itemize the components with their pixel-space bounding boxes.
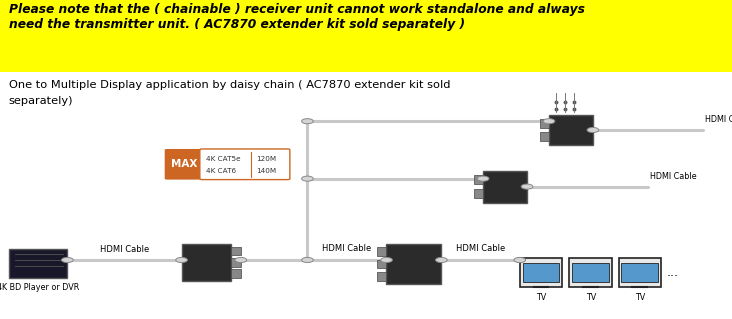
Circle shape bbox=[302, 119, 313, 124]
Circle shape bbox=[477, 176, 489, 181]
Text: One to Multiple Display application by daisy chain ( AC7870 extender kit sold: One to Multiple Display application by d… bbox=[9, 80, 450, 90]
Circle shape bbox=[514, 257, 526, 263]
Text: ...: ... bbox=[667, 266, 679, 279]
Bar bbox=[572, 263, 609, 282]
Bar bbox=[483, 171, 527, 203]
Text: HDMI Cable: HDMI Cable bbox=[322, 244, 372, 253]
Text: 140M: 140M bbox=[256, 167, 276, 174]
Bar bbox=[377, 272, 386, 281]
Text: TV: TV bbox=[586, 293, 596, 302]
Bar bbox=[621, 263, 658, 282]
Bar bbox=[0, 0, 732, 72]
Circle shape bbox=[235, 257, 247, 263]
Text: TV: TV bbox=[536, 293, 546, 302]
Circle shape bbox=[543, 119, 555, 124]
Bar bbox=[549, 115, 593, 145]
Bar bbox=[231, 258, 241, 267]
Text: HDMI Cable: HDMI Cable bbox=[100, 245, 149, 254]
Bar bbox=[386, 244, 441, 284]
Circle shape bbox=[381, 257, 392, 263]
Circle shape bbox=[302, 176, 313, 181]
Bar bbox=[474, 189, 483, 198]
Bar bbox=[523, 263, 559, 282]
Circle shape bbox=[587, 127, 599, 133]
Text: separately): separately) bbox=[9, 96, 73, 106]
Circle shape bbox=[521, 184, 533, 189]
Bar bbox=[9, 249, 67, 278]
Bar bbox=[474, 175, 483, 184]
Text: 120M: 120M bbox=[256, 156, 276, 162]
Text: 4K CAT5e: 4K CAT5e bbox=[206, 156, 241, 162]
Circle shape bbox=[302, 257, 313, 263]
Bar bbox=[520, 258, 562, 287]
Text: Please note that the ( chainable ) receiver unit cannot work standalone and alwa: Please note that the ( chainable ) recei… bbox=[9, 3, 585, 16]
FancyBboxPatch shape bbox=[165, 149, 204, 180]
Text: MAX: MAX bbox=[171, 159, 198, 169]
Bar bbox=[231, 247, 241, 255]
Text: 4K BD Player or DVR: 4K BD Player or DVR bbox=[0, 283, 79, 292]
Bar bbox=[231, 270, 241, 278]
Circle shape bbox=[436, 257, 447, 263]
Bar bbox=[540, 119, 549, 128]
Text: TV: TV bbox=[635, 293, 645, 302]
Bar bbox=[540, 132, 549, 141]
Bar bbox=[569, 258, 612, 287]
Text: 4K CAT6: 4K CAT6 bbox=[206, 167, 236, 174]
Text: HDMI Cable: HDMI Cable bbox=[456, 244, 505, 253]
Circle shape bbox=[61, 257, 73, 263]
Bar bbox=[377, 247, 386, 256]
Bar bbox=[377, 260, 386, 269]
Text: HDMI Cable: HDMI Cable bbox=[650, 172, 697, 181]
FancyBboxPatch shape bbox=[200, 149, 290, 180]
Bar bbox=[182, 244, 231, 281]
Bar bbox=[619, 258, 661, 287]
Circle shape bbox=[176, 257, 187, 263]
Text: HDMI Cable: HDMI Cable bbox=[705, 115, 732, 124]
Text: need the transmitter unit. ( AC7870 extender kit sold separately ): need the transmitter unit. ( AC7870 exte… bbox=[9, 18, 465, 31]
